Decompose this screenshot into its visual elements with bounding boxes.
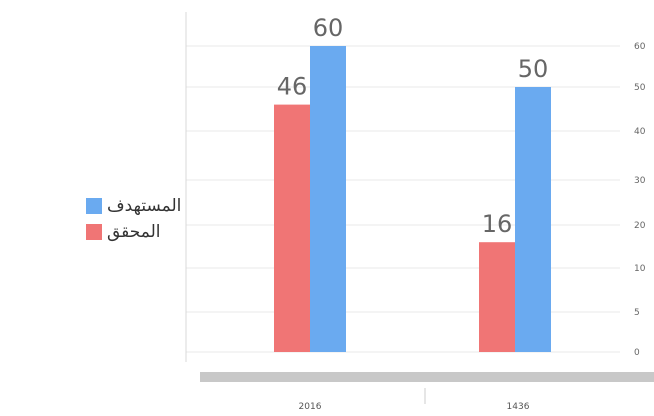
- bar-achieved-1436[interactable]: [479, 242, 515, 352]
- gridlines: [186, 45, 620, 353]
- y-tick-labels: 0 5 10 20 30 40 50 60: [634, 42, 646, 358]
- legend: المستهدف المحقق: [86, 196, 181, 242]
- legend-label-target: المستهدف: [107, 196, 182, 216]
- y-tick-label: 10: [634, 264, 646, 274]
- legend-label-achieved: المحقق: [107, 222, 161, 242]
- bar-target-2016[interactable]: [310, 46, 346, 352]
- data-label: 50: [518, 55, 549, 83]
- y-tick-label: 5: [634, 308, 640, 318]
- x-tick-label: 1436: [507, 402, 530, 412]
- x-tick-labels: 2016 1436: [299, 402, 530, 412]
- legend-item-target: المستهدف: [86, 196, 181, 216]
- legend-swatch-target: [86, 198, 102, 214]
- data-label: 16: [482, 210, 513, 238]
- y-tick-label: 60: [634, 42, 646, 52]
- x-axis-scrollbar[interactable]: [200, 372, 654, 382]
- x-tick-label: 2016: [299, 402, 322, 412]
- data-labels: 46 60 16 50: [277, 14, 549, 238]
- bar-achieved-2016[interactable]: [274, 104, 310, 352]
- y-tick-label: 40: [634, 127, 646, 137]
- y-tick-label: 0: [634, 348, 640, 358]
- legend-swatch-achieved: [86, 224, 102, 240]
- y-tick-label: 30: [634, 176, 646, 186]
- y-tick-label: 50: [634, 83, 646, 93]
- y-tick-label: 20: [634, 221, 646, 231]
- bars: [274, 46, 551, 352]
- bar-target-1436[interactable]: [515, 87, 551, 352]
- data-label: 46: [277, 73, 308, 101]
- data-label: 60: [313, 14, 344, 42]
- legend-item-achieved: المحقق: [86, 222, 181, 242]
